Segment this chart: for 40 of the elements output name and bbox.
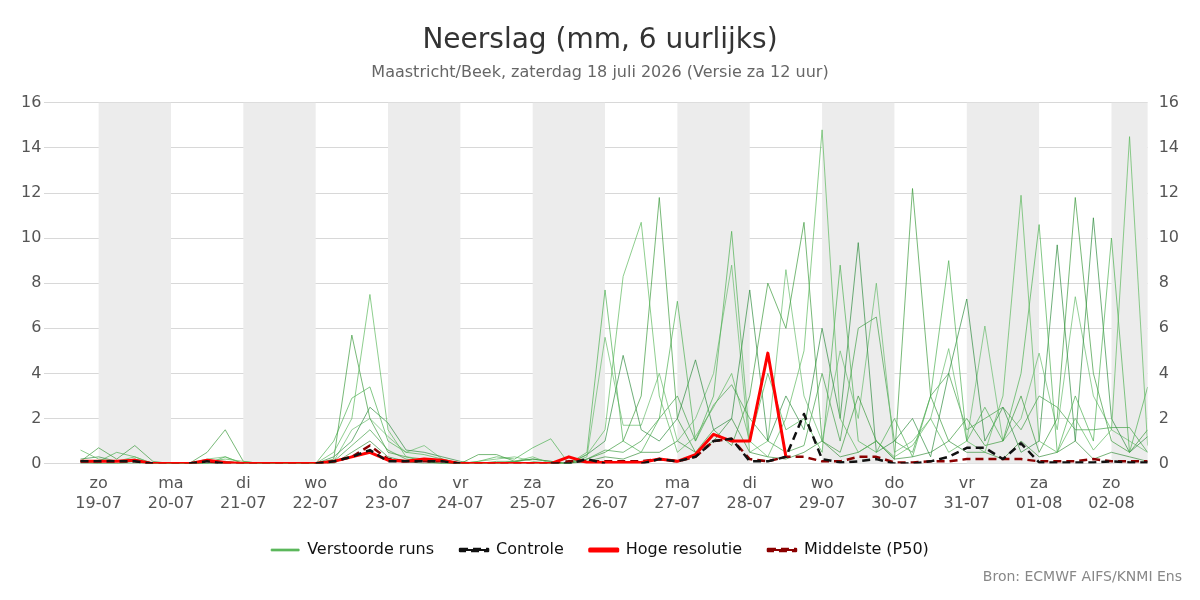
x-tick-label: wo 29-07 xyxy=(798,473,846,512)
x-tick-label: zo 19-07 xyxy=(75,473,122,512)
y-tick-label: 0 xyxy=(31,452,42,472)
y2-tick-label: 8 xyxy=(1158,272,1169,292)
chart-subtitle: Maastricht/Beek, zaterdag 18 juli 2026 (Versie za 12 uur) xyxy=(371,62,829,82)
y-tick-label: 12 xyxy=(21,182,42,202)
x-tick-label: do 23-07 xyxy=(364,473,412,512)
x-tick-label: di 21-07 xyxy=(220,473,267,512)
y2-tick-label: 16 xyxy=(1158,91,1179,111)
x-tick-label: do 30-07 xyxy=(871,473,918,512)
y2-tick-label: 6 xyxy=(1158,317,1169,337)
x-tick-label: za 25-07 xyxy=(509,473,556,512)
y-tick-label: 14 xyxy=(21,137,42,157)
x-tick-label: ma 20-07 xyxy=(147,473,195,512)
legend-label: Verstoorde runs xyxy=(307,539,435,559)
x-tick-label: ma 27-07 xyxy=(654,473,701,512)
x-tick-label: di 28-07 xyxy=(726,473,773,512)
y-tick-label: 8 xyxy=(31,272,42,292)
y-tick-label: 2 xyxy=(31,407,42,427)
x-tick-label: zo 02-08 xyxy=(1088,473,1135,512)
chart-title: Neerslag (mm, 6 uurlijks) xyxy=(422,22,778,56)
y-tick-label: 16 xyxy=(21,91,42,111)
legend-label: Hoge resolutie xyxy=(625,539,742,559)
y2-tick-label: 14 xyxy=(1158,137,1179,157)
y2-tick-label: 4 xyxy=(1158,362,1169,382)
y2-tick-label: 12 xyxy=(1158,182,1179,202)
x-tick-label: vr 31-07 xyxy=(943,473,991,512)
y2-tick-label: 2 xyxy=(1158,407,1169,427)
legend-label: Controle xyxy=(496,539,564,559)
y-tick-label: 4 xyxy=(31,362,42,382)
legend-label: Middelste (P50) xyxy=(803,539,929,559)
text: Bron: ECMWF AIFS/KNMI Ens xyxy=(982,568,1182,584)
x-tick-label: wo 22-07 xyxy=(292,473,339,512)
x-tick-label: zo 26-07 xyxy=(581,473,629,512)
x-tick-label: vr 24-07 xyxy=(437,473,484,512)
y-tick-label: 10 xyxy=(21,227,42,247)
y2-tick-label: 0 xyxy=(1158,452,1169,472)
x-tick-label: za 01-08 xyxy=(1015,473,1063,512)
y-tick-label: 6 xyxy=(31,317,42,337)
y2-tick-label: 10 xyxy=(1158,227,1179,247)
